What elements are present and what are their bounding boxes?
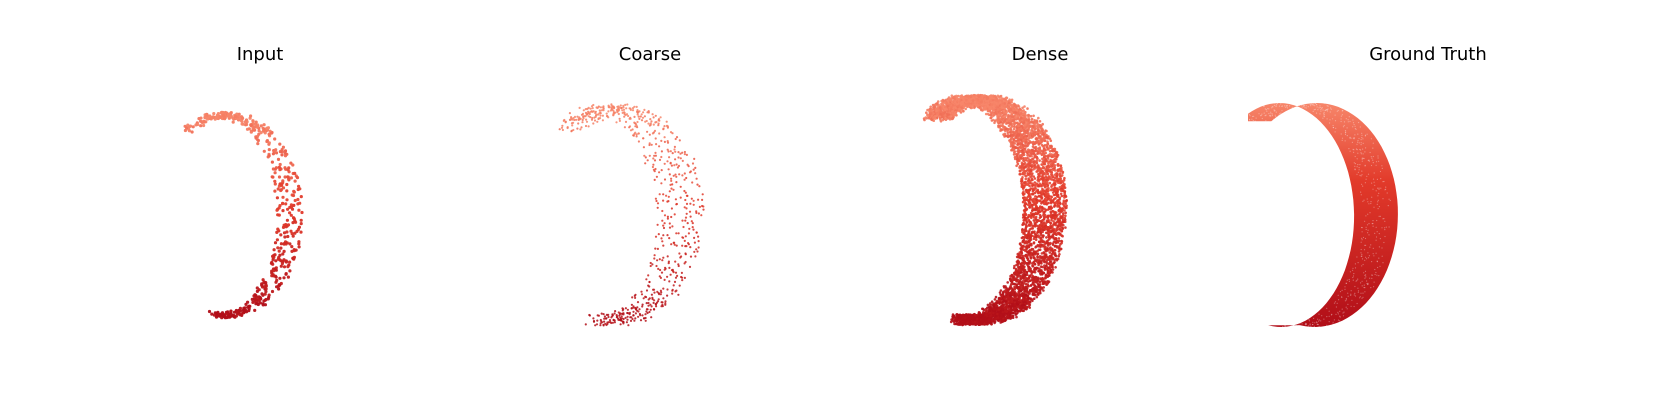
cloud-points [183,110,304,320]
panel-title-input: Input [236,44,284,65]
panel-input: Input [80,0,440,419]
panel-ground-truth: Ground Truth [1248,0,1608,419]
panel-title-coarse: Coarse [618,44,682,65]
panel-coarse: Coarse [470,0,830,419]
cloud-points [558,103,705,327]
point-cloud-dense [922,93,1068,327]
point-cloud-coarse [558,103,705,327]
ground-truth-band [1248,103,1398,327]
point-cloud-ground-truth [1248,99,1398,331]
panel-title-dense: Dense [1011,44,1069,65]
point-cloud-input [183,110,304,320]
panel-dense: Dense [860,0,1220,419]
cloud-points [922,93,1068,327]
panel-title-ground-truth: Ground Truth [1369,44,1487,65]
